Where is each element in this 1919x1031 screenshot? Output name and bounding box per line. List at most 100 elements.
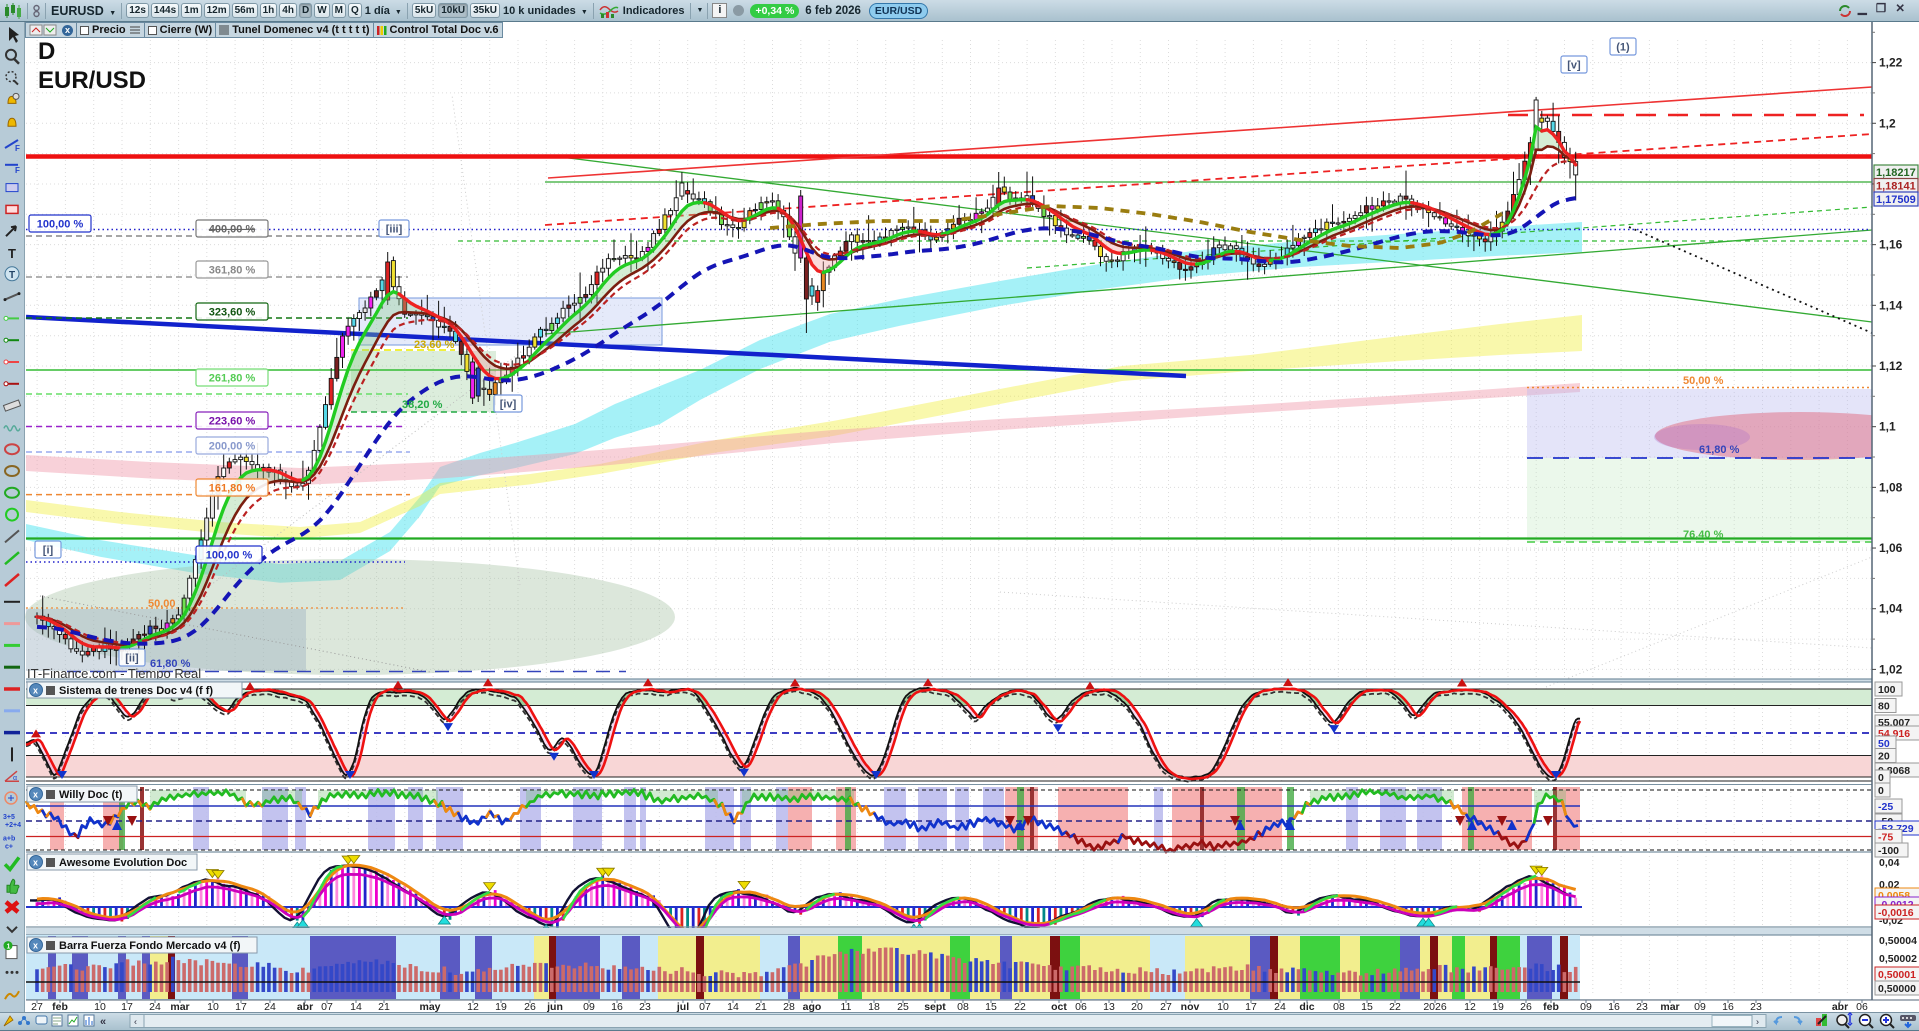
svg-text:(1): (1) — [1616, 41, 1630, 53]
svg-text:21: 21 — [755, 1001, 767, 1013]
svg-text:76,40 %: 76,40 % — [1683, 529, 1724, 541]
svg-text:x: x — [33, 686, 38, 696]
svg-text:25: 25 — [897, 1001, 909, 1013]
svg-text:06: 06 — [1856, 1001, 1868, 1013]
svg-text:06: 06 — [1075, 1001, 1087, 1013]
svg-text:28: 28 — [783, 1001, 795, 1013]
svg-text:24: 24 — [1274, 1001, 1286, 1013]
svg-text:22: 22 — [1389, 1001, 1401, 1013]
svg-text:feb: feb — [52, 1001, 68, 1013]
svg-text:50: 50 — [1878, 738, 1890, 750]
svg-text:-25: -25 — [1878, 801, 1893, 813]
svg-text:Awesome Evolution Doc: Awesome Evolution Doc — [59, 857, 187, 869]
svg-text:18: 18 — [868, 1001, 880, 1013]
svg-text:0,50004: 0,50004 — [1879, 935, 1917, 947]
svg-text:38,20 %: 38,20 % — [402, 399, 443, 411]
svg-text:26: 26 — [524, 1001, 536, 1013]
svg-text:16: 16 — [1608, 1001, 1620, 1013]
svg-text:0,50001: 0,50001 — [1878, 969, 1916, 981]
svg-text:50,00 %: 50,00 % — [1683, 375, 1724, 387]
svg-text:may: may — [419, 1001, 440, 1013]
svg-text:mar: mar — [170, 1001, 189, 1013]
svg-text:[ii]: [ii] — [125, 652, 139, 664]
svg-text:27: 27 — [1160, 1001, 1172, 1013]
svg-text:10: 10 — [1217, 1001, 1229, 1013]
svg-text:0,50000: 0,50000 — [1878, 983, 1916, 995]
svg-text:1,18217: 1,18217 — [1876, 167, 1916, 179]
svg-text:20: 20 — [1878, 751, 1890, 763]
svg-text:Barra Fuerza Fondo Mercado v4: Barra Fuerza Fondo Mercado v4 (f) — [59, 940, 241, 952]
svg-text:mar: mar — [1660, 1001, 1679, 1013]
svg-text:27: 27 — [31, 1001, 43, 1013]
svg-text:[v]: [v] — [1567, 59, 1581, 71]
svg-text:2026: 2026 — [1423, 1001, 1447, 1013]
svg-text:T: T — [8, 246, 16, 261]
svg-text:400,00 %: 400,00 % — [209, 223, 256, 235]
svg-text:0,04: 0,04 — [1879, 857, 1900, 869]
svg-text:12: 12 — [1464, 1001, 1476, 1013]
svg-text:sept: sept — [924, 1001, 946, 1013]
svg-text:323,60 %: 323,60 % — [209, 306, 256, 318]
svg-text:24: 24 — [149, 1001, 161, 1013]
svg-text:1,2: 1,2 — [1879, 116, 1896, 130]
svg-text:10: 10 — [207, 1001, 219, 1013]
svg-text:61,80 %: 61,80 % — [1699, 444, 1740, 456]
svg-text:16: 16 — [611, 1001, 623, 1013]
svg-text:[iii]: [iii] — [386, 223, 403, 235]
svg-text:IT-Finance.com - Tiempo Real: IT-Finance.com - Tiempo Real — [27, 666, 201, 681]
svg-text:1,12: 1,12 — [1879, 359, 1903, 373]
svg-text:feb: feb — [1543, 1001, 1559, 1013]
svg-text:1,18141: 1,18141 — [1876, 181, 1916, 193]
svg-text:ago: ago — [803, 1001, 822, 1013]
svg-text:200,00 %: 200,00 % — [209, 440, 256, 452]
svg-text:a+b: a+b — [3, 836, 15, 843]
svg-text:1,14: 1,14 — [1879, 298, 1903, 312]
svg-text:13: 13 — [1103, 1001, 1115, 1013]
svg-text:23: 23 — [1636, 1001, 1648, 1013]
svg-text:14: 14 — [727, 1001, 739, 1013]
svg-text:09: 09 — [583, 1001, 595, 1013]
svg-text:1: 1 — [7, 944, 11, 951]
svg-text:Willy Doc (t): Willy Doc (t) — [59, 789, 123, 801]
svg-text:+2+4: +2+4 — [5, 822, 21, 829]
svg-text:x: x — [33, 858, 38, 868]
svg-text:abr: abr — [1832, 1001, 1848, 1013]
svg-text:‹: ‹ — [134, 1017, 137, 1027]
svg-text:Sistema de trenes Doc v4 (f f): Sistema de trenes Doc v4 (f f) — [59, 685, 213, 697]
svg-text:1,06: 1,06 — [1879, 541, 1903, 555]
svg-text:3+5: 3+5 — [3, 814, 15, 821]
svg-text:jun: jun — [546, 1001, 563, 1013]
svg-text:1,04: 1,04 — [1879, 602, 1903, 616]
svg-text:19: 19 — [495, 1001, 507, 1013]
svg-text:08: 08 — [957, 1001, 969, 1013]
svg-text:[iv]: [iv] — [500, 398, 517, 410]
svg-text:100,00 %: 100,00 % — [37, 218, 84, 230]
svg-text:D: D — [38, 38, 55, 65]
svg-text:07: 07 — [321, 1001, 333, 1013]
svg-text:dic: dic — [1299, 1001, 1314, 1013]
svg-text:T: T — [9, 270, 15, 281]
svg-text:07: 07 — [699, 1001, 711, 1013]
svg-text:1,22: 1,22 — [1879, 56, 1903, 70]
svg-text:abr: abr — [297, 1001, 313, 1013]
svg-text:[i]: [i] — [43, 544, 54, 556]
svg-text:09: 09 — [1694, 1001, 1706, 1013]
svg-text:1,02: 1,02 — [1879, 662, 1903, 676]
svg-text:223,60 %: 223,60 % — [209, 415, 256, 427]
svg-text:21: 21 — [378, 1001, 390, 1013]
svg-text:›: › — [1756, 1017, 1759, 1027]
svg-text:61,80 %: 61,80 % — [150, 658, 191, 670]
svg-text:α: α — [13, 775, 17, 782]
svg-text:20: 20 — [1131, 1001, 1143, 1013]
svg-text:1,08: 1,08 — [1879, 480, 1903, 494]
svg-text:80: 80 — [1878, 701, 1890, 713]
svg-text:oct: oct — [1051, 1001, 1067, 1013]
svg-text:0: 0 — [1878, 785, 1884, 797]
svg-text:161,80 %: 161,80 % — [209, 482, 256, 494]
svg-text:19: 19 — [1492, 1001, 1504, 1013]
svg-text:23: 23 — [639, 1001, 651, 1013]
svg-text:261,80 %: 261,80 % — [209, 372, 256, 384]
svg-text:361,80 %: 361,80 % — [209, 264, 256, 276]
svg-text:11: 11 — [841, 1001, 852, 1013]
svg-text:F: F — [15, 144, 20, 153]
